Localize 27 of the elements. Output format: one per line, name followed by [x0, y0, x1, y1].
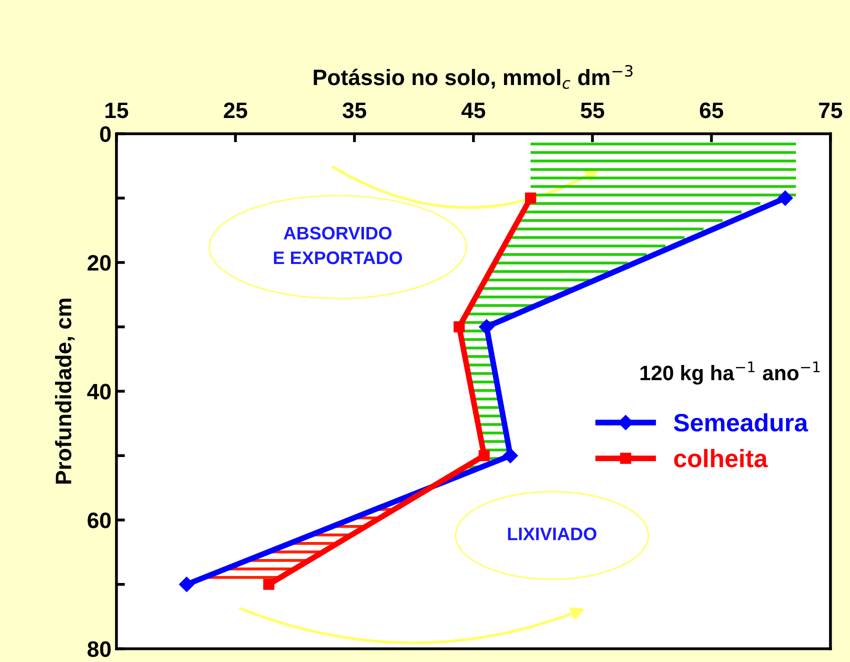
point: [179, 576, 194, 592]
annotation: LIXIVIADO: [508, 528, 596, 540]
point: [478, 319, 494, 334]
annotation: ABSORVIDO E EXPORTADO: [274, 226, 402, 264]
annotation: 120 kg ha$^{−1}$ ano$^{−1}$: [640, 362, 820, 385]
y-tick-label: 40: [87, 384, 111, 400]
x-axis-title: Potássio no solo, mmol$_{c}$ dm$^{−3}$: [314, 65, 633, 89]
x-tick-label: 35: [342, 102, 366, 118]
y-axis-title: Profundidade, cm: [55, 298, 75, 484]
y-tick-label: 20: [88, 255, 111, 271]
point: [478, 450, 490, 462]
point: [454, 321, 465, 332]
x-tick-label: 55: [580, 102, 604, 118]
x-tick-label: 65: [700, 102, 724, 118]
x-tick-label: 25: [224, 102, 248, 118]
legend-label: colheita: [674, 448, 768, 468]
legend-label: Semeadura: [674, 413, 808, 432]
y-tick-label: 80: [88, 641, 111, 658]
x-tick-label: 75: [819, 102, 842, 118]
point: [778, 190, 793, 206]
y-tick-label: 60: [88, 512, 111, 528]
y-tick-label: 0: [100, 126, 111, 142]
point: [502, 448, 518, 464]
point: [525, 192, 536, 204]
x-tick-label: 45: [461, 102, 486, 118]
point: [263, 578, 274, 590]
x-tick-label: 15: [105, 102, 128, 118]
